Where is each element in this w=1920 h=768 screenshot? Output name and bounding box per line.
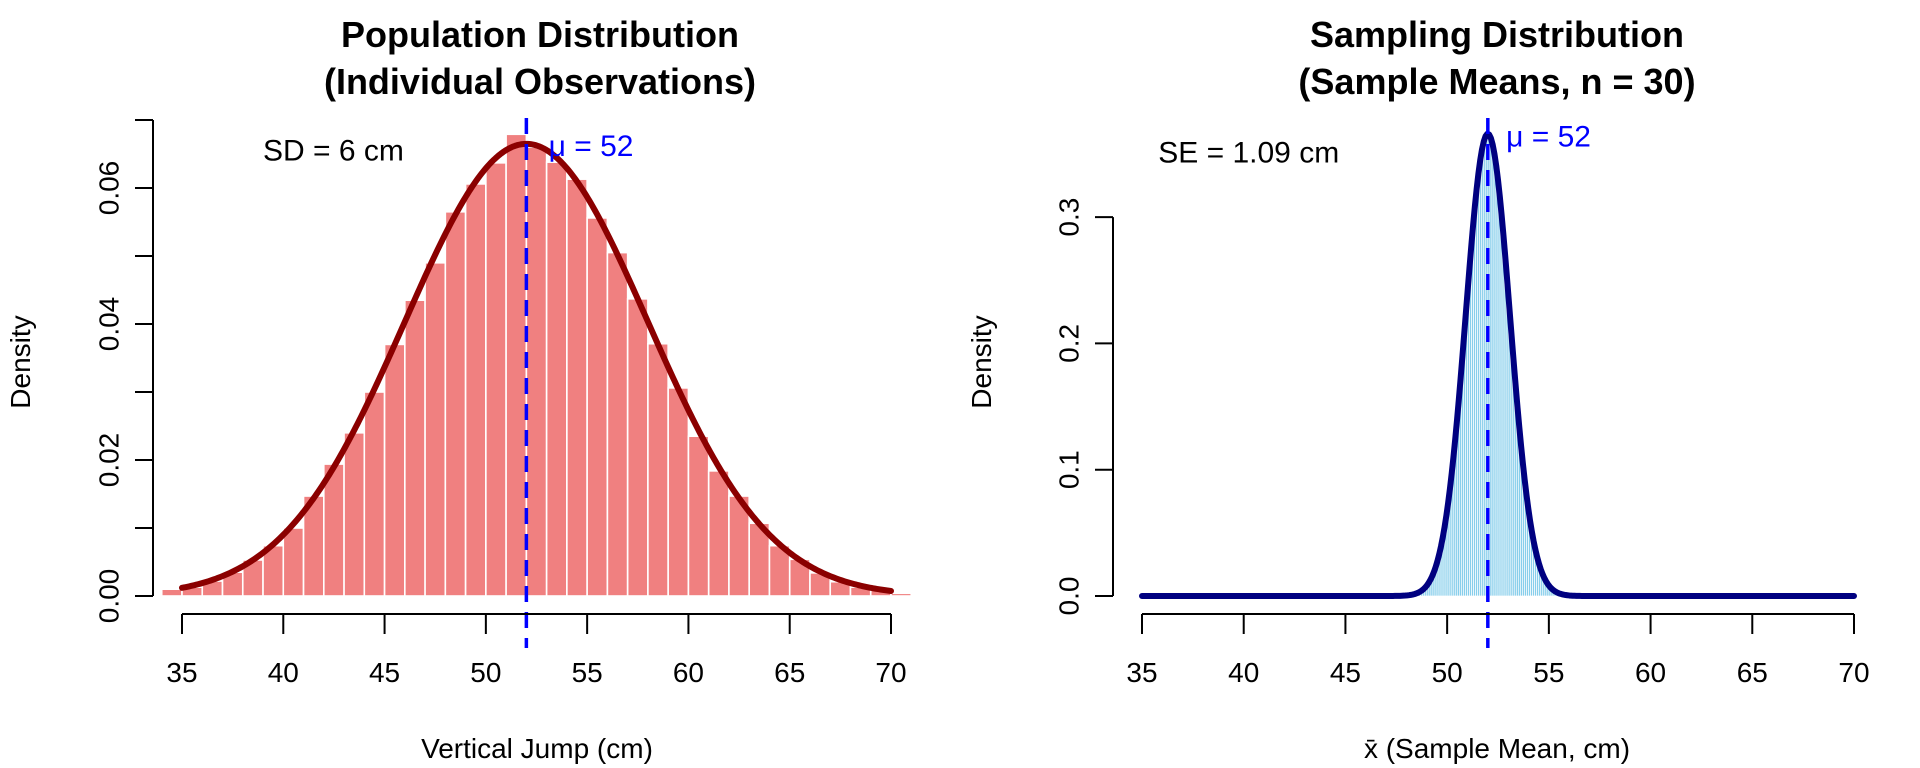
- density-curve: [1139, 130, 1857, 599]
- x-tick-label: 60: [673, 657, 704, 688]
- x-tick-label: 45: [1330, 657, 1361, 688]
- histogram-bar: [505, 133, 528, 597]
- histogram-bar: [687, 435, 710, 597]
- x-tick-label: 40: [268, 657, 299, 688]
- y-tick-label: 0.3: [1054, 198, 1085, 237]
- chart-title: Population Distribution: [341, 14, 739, 55]
- chart-subtitle: (Individual Observations): [324, 61, 756, 102]
- sd-annotation: SD = 6 cm: [263, 135, 404, 168]
- y-axis-label: Density: [5, 315, 36, 408]
- x-tick-label: 55: [572, 657, 603, 688]
- histogram-bar: [383, 343, 406, 597]
- histogram-bar: [606, 251, 629, 597]
- x-tick-label: 35: [166, 657, 197, 688]
- x-axis-label: x̄ (Sample Mean, cm): [1364, 733, 1630, 764]
- histogram-bar: [647, 342, 669, 597]
- x-tick-label: 65: [1737, 657, 1768, 688]
- x-tick-label: 45: [369, 657, 400, 688]
- y-tick-label: 0.02: [94, 433, 125, 488]
- histogram-bar: [525, 146, 548, 597]
- y-tick-label: 0.04: [94, 297, 125, 352]
- histogram-bar: [626, 298, 649, 597]
- x-tick-label: 70: [875, 657, 906, 688]
- x-tick-label: 35: [1126, 657, 1157, 688]
- y-tick-label: 0.0: [1054, 577, 1085, 616]
- histogram-bar: [667, 387, 690, 597]
- x-tick-label: 70: [1838, 657, 1869, 688]
- histogram-bar: [890, 592, 913, 597]
- histogram-bar: [485, 162, 507, 597]
- histogram-bar: [586, 217, 609, 597]
- population-distribution-panel: Population Distribution (Individual Obse…: [5, 14, 933, 764]
- chart-title: Sampling Distribution: [1310, 14, 1684, 55]
- mu-annotation: μ = 52: [549, 130, 634, 163]
- histogram-bar: [282, 527, 305, 597]
- mu-annotation: μ = 52: [1506, 120, 1591, 153]
- chart-subtitle: (Sample Means, n = 30): [1298, 61, 1695, 102]
- x-tick-label: 55: [1533, 657, 1564, 688]
- x-tick-label: 60: [1635, 657, 1666, 688]
- y-tick-label: 0.1: [1054, 450, 1085, 489]
- histogram-bar: [910, 594, 933, 597]
- histogram-bar: [424, 261, 447, 597]
- x-axis: 35 40 45 50 55 60 65 70: [166, 613, 907, 688]
- se-annotation: SE = 1.09 cm: [1158, 137, 1339, 170]
- x-tick-label: 65: [774, 657, 805, 688]
- histogram-bar: [464, 183, 487, 597]
- x-tick-label: 50: [1432, 657, 1463, 688]
- x-axis: 35 40 45 50 55 60 65 70: [1126, 613, 1870, 688]
- y-tick-label: 0.2: [1054, 324, 1085, 363]
- histogram-bar: [545, 161, 568, 597]
- y-tick-label: 0.06: [94, 161, 125, 216]
- y-axis-label: Density: [966, 315, 997, 408]
- histogram-bar: [343, 431, 366, 597]
- sampling-distribution-panel: Sampling Distribution (Sample Means, n =…: [966, 14, 1870, 764]
- x-tick-label: 40: [1228, 657, 1259, 688]
- x-axis-label: Vertical Jump (cm): [421, 733, 653, 764]
- histogram-bars: [160, 133, 933, 597]
- histogram-bar: [404, 299, 426, 597]
- y-axis: 0.0 0.1 0.2 0.3: [1054, 198, 1114, 616]
- x-tick-label: 50: [470, 657, 501, 688]
- y-tick-label: 0.00: [94, 569, 125, 624]
- histogram-bar: [707, 470, 730, 597]
- histogram-bar: [160, 588, 183, 597]
- histogram-bar: [444, 211, 467, 597]
- density-curve: [179, 140, 894, 594]
- histogram-bar: [363, 391, 386, 597]
- y-axis: 0.00 0.02 0.04 0.06: [94, 119, 154, 624]
- histogram-bar: [566, 178, 588, 597]
